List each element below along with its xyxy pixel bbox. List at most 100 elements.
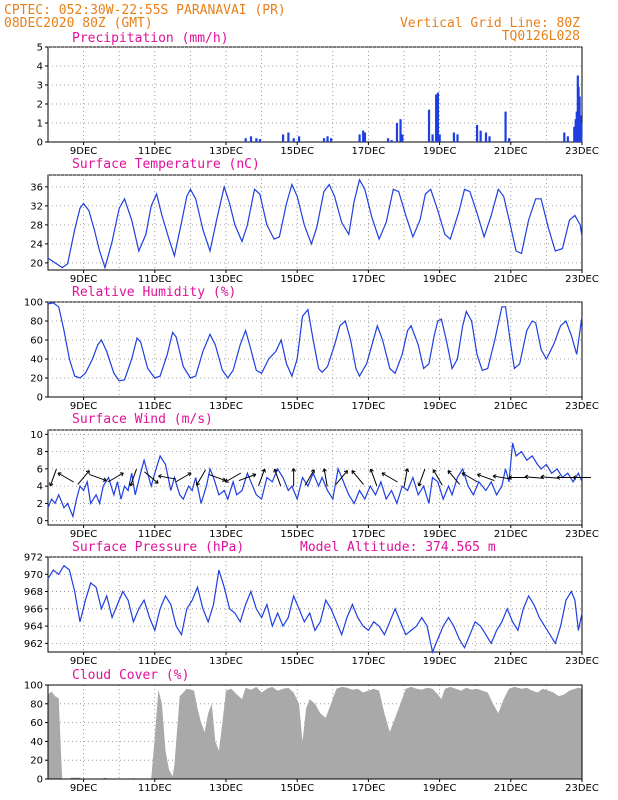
wind-xtick: 21DEC <box>494 529 528 540</box>
temperature-xtick: 15DEC <box>280 274 314 285</box>
temperature-xtick: 13DEC <box>209 274 243 285</box>
precipitation-bar <box>504 111 507 142</box>
wind-wind-arrow-head <box>158 474 162 479</box>
temperature-ytick: 28 <box>30 220 43 231</box>
precipitation-ytick: 5 <box>37 43 43 54</box>
temperature-ytick: 36 <box>30 182 43 193</box>
wind-wind-arrow <box>351 470 364 485</box>
humidity-ytick: 20 <box>30 374 43 385</box>
precipitation-bar <box>330 138 333 142</box>
wind-wind-arrow-shaft <box>304 469 315 486</box>
wind-ytick: 4 <box>37 482 43 493</box>
temperature-panel: Surface Temperature (nC) 20 24 28 32 36 9DEC 11… <box>30 157 599 285</box>
precipitation-xtick: 23DEC <box>565 146 599 157</box>
wind-wind-arrow-head <box>57 472 62 477</box>
wind-wind-arrow <box>57 472 74 483</box>
wind-wind-arrow-head <box>222 477 226 482</box>
temperature-xtick: 21DEC <box>494 274 528 285</box>
pressure-xtick: 9DEC <box>70 656 97 667</box>
humidity-xtick: 23DEC <box>565 401 599 412</box>
wind-wind-arrow <box>175 472 192 483</box>
pressure-xtick: 23DEC <box>565 656 599 667</box>
wind-wind-arrow-shaft <box>492 475 511 480</box>
precipitation-bar <box>436 92 440 142</box>
wind-wind-arrow-head <box>291 468 296 472</box>
cloud-cover-xtick: 21DEC <box>494 783 528 794</box>
wind-wind-arrow <box>403 468 410 487</box>
cloud-cover-ytick: 60 <box>30 718 43 729</box>
wind-wind-arrow-head <box>477 473 481 478</box>
pressure-ytick: 968 <box>24 587 43 598</box>
wind-wind-arrow-head <box>524 474 529 480</box>
wind-wind-arrow-shaft <box>447 470 461 485</box>
wind-wind-arrow-head <box>310 469 315 474</box>
wind-wind-arrow-head <box>187 472 192 477</box>
temperature-xtick: 17DEC <box>352 274 386 285</box>
wind-wind-arrow <box>492 474 511 480</box>
wind-wind-arrow-shaft <box>107 472 124 483</box>
pressure-xtick: 11DEC <box>138 656 172 667</box>
wind-wind-arrow-head <box>556 475 561 480</box>
wind-wind-arrow-head <box>129 482 134 487</box>
precipitation-bar <box>580 123 583 142</box>
humidity-ytick: 40 <box>30 355 43 366</box>
precipitation-bar <box>322 138 326 142</box>
wind-wind-arrow <box>556 475 575 480</box>
pressure-frame <box>47 556 583 653</box>
wind-wind-arrow-shaft <box>196 469 207 486</box>
wind-xtick: 17DEC <box>352 529 386 540</box>
wind-wind-arrow <box>158 474 177 480</box>
wind-wind-arrow-shaft <box>381 472 398 483</box>
cloud-cover-panel: Cloud Cover (%) 0 20 40 60 80 100 9DEC 11DEC 13DE… <box>24 668 599 794</box>
precipitation-bar <box>292 138 295 142</box>
wind-wind-arrow <box>258 468 266 487</box>
wind-wind-arrow-head <box>261 468 266 473</box>
wind-wind-arrow <box>322 468 328 487</box>
wind-wind-arrow-shaft <box>208 473 226 482</box>
wind-wind-arrow <box>461 472 478 483</box>
pressure-xtick: 21DEC <box>494 656 528 667</box>
humidity-series-line <box>47 302 583 382</box>
wind-ytick: 6 <box>37 464 43 475</box>
wind-wind-arrow <box>508 475 527 480</box>
wind-wind-arrow-head <box>351 470 356 475</box>
wind-wind-arrow-head <box>381 472 386 477</box>
panels: Precipitation (mm/h) 0 1 2 3 4 5 9DEC 11DEC 13DEC… <box>24 31 599 794</box>
wind-wind-arrow-shaft <box>89 473 107 482</box>
cloud-cover-xtick: 11DEC <box>138 783 172 794</box>
precipitation-bar <box>390 140 393 142</box>
temperature-ytick: 20 <box>30 258 43 269</box>
pressure-ytick: 970 <box>24 570 43 581</box>
wind-panel: Surface Wind (m/s) 0 2 4 6 8 10 9DEC 11DEC 13DEC 1… <box>30 412 599 540</box>
wind-xtick: 23DEC <box>565 529 599 540</box>
precipitation-ytick: 3 <box>37 81 43 92</box>
wind-wind-arrow-shaft <box>418 468 426 487</box>
precipitation-bar <box>479 130 482 142</box>
precipitation-bar <box>326 136 329 142</box>
wind-series-line <box>47 442 583 519</box>
wind-wind-arrow-head <box>432 469 437 474</box>
wind-wind-arrow <box>432 469 443 486</box>
wind-wind-arrow-head <box>404 468 410 473</box>
cloud-cover-xtick: 17DEC <box>352 783 386 794</box>
wind-wind-arrow-shaft <box>524 476 543 479</box>
temperature-xtick: 19DEC <box>423 274 457 285</box>
precipitation-bar <box>358 134 361 142</box>
cloud-cover-area <box>48 686 582 779</box>
wind-wind-arrow <box>417 468 426 487</box>
precipitation-bar <box>399 119 402 142</box>
pressure-panel: Surface Pressure (hPa) 962 964 966 968 970 972… <box>24 540 599 667</box>
wind-wind-arrow-head <box>540 474 545 480</box>
temperature-ytick: 24 <box>30 239 43 250</box>
wind-ytick: 8 <box>37 447 43 458</box>
humidity-ytick: 100 <box>24 298 43 309</box>
wind-wind-arrow <box>208 473 226 482</box>
cloud-cover-xtick: 15DEC <box>280 783 314 794</box>
precipitation-ytick: 1 <box>37 119 43 130</box>
precipitation-frame <box>47 46 583 143</box>
humidity-xtick: 21DEC <box>494 401 528 412</box>
wind-wind-arrow-head <box>154 479 159 484</box>
precipitation-bar <box>297 136 301 142</box>
humidity-ytick: 60 <box>30 336 43 347</box>
